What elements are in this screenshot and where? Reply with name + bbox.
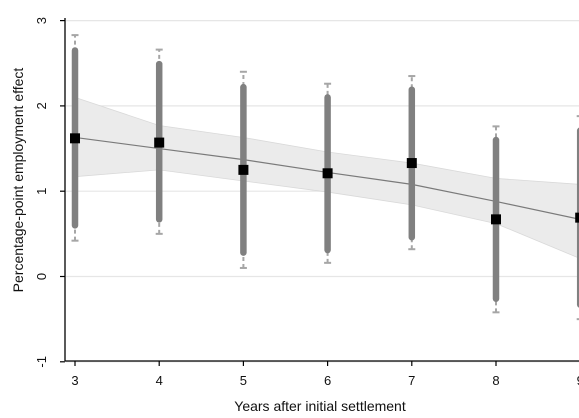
- y-tick-label-3: 2: [34, 102, 49, 109]
- data-point-0: [70, 133, 80, 144]
- x-tick-label-2: 5: [240, 373, 247, 388]
- data-point-3: [322, 168, 333, 179]
- data-point-1: [154, 137, 165, 148]
- data-point-5: [491, 214, 501, 225]
- x-axis-title: Years after initial settlement: [234, 398, 406, 414]
- y-tick-label-1: 0: [34, 273, 49, 280]
- y-axis-title: Percentage-point employment effect: [10, 68, 26, 293]
- y-tick-label-2: 1: [34, 188, 49, 195]
- x-tick-label-3: 6: [324, 373, 331, 388]
- data-point-4: [406, 158, 417, 169]
- x-tick-label-5: 8: [492, 373, 499, 388]
- y-tick-label-0: -1: [34, 356, 49, 368]
- x-tick-label-6: 9: [577, 373, 579, 388]
- x-tick-label-0: 3: [71, 373, 78, 388]
- point-layer: [70, 133, 579, 225]
- x-tick-label-4: 7: [408, 373, 415, 388]
- data-point-6: [575, 212, 579, 223]
- x-tick-label-1: 4: [156, 373, 163, 388]
- axis-layer: -1 0 1 2 3 3 4 5 6 7 8 9: [34, 17, 579, 388]
- y-tick-label-4: 3: [34, 17, 49, 24]
- data-point-2: [238, 164, 249, 175]
